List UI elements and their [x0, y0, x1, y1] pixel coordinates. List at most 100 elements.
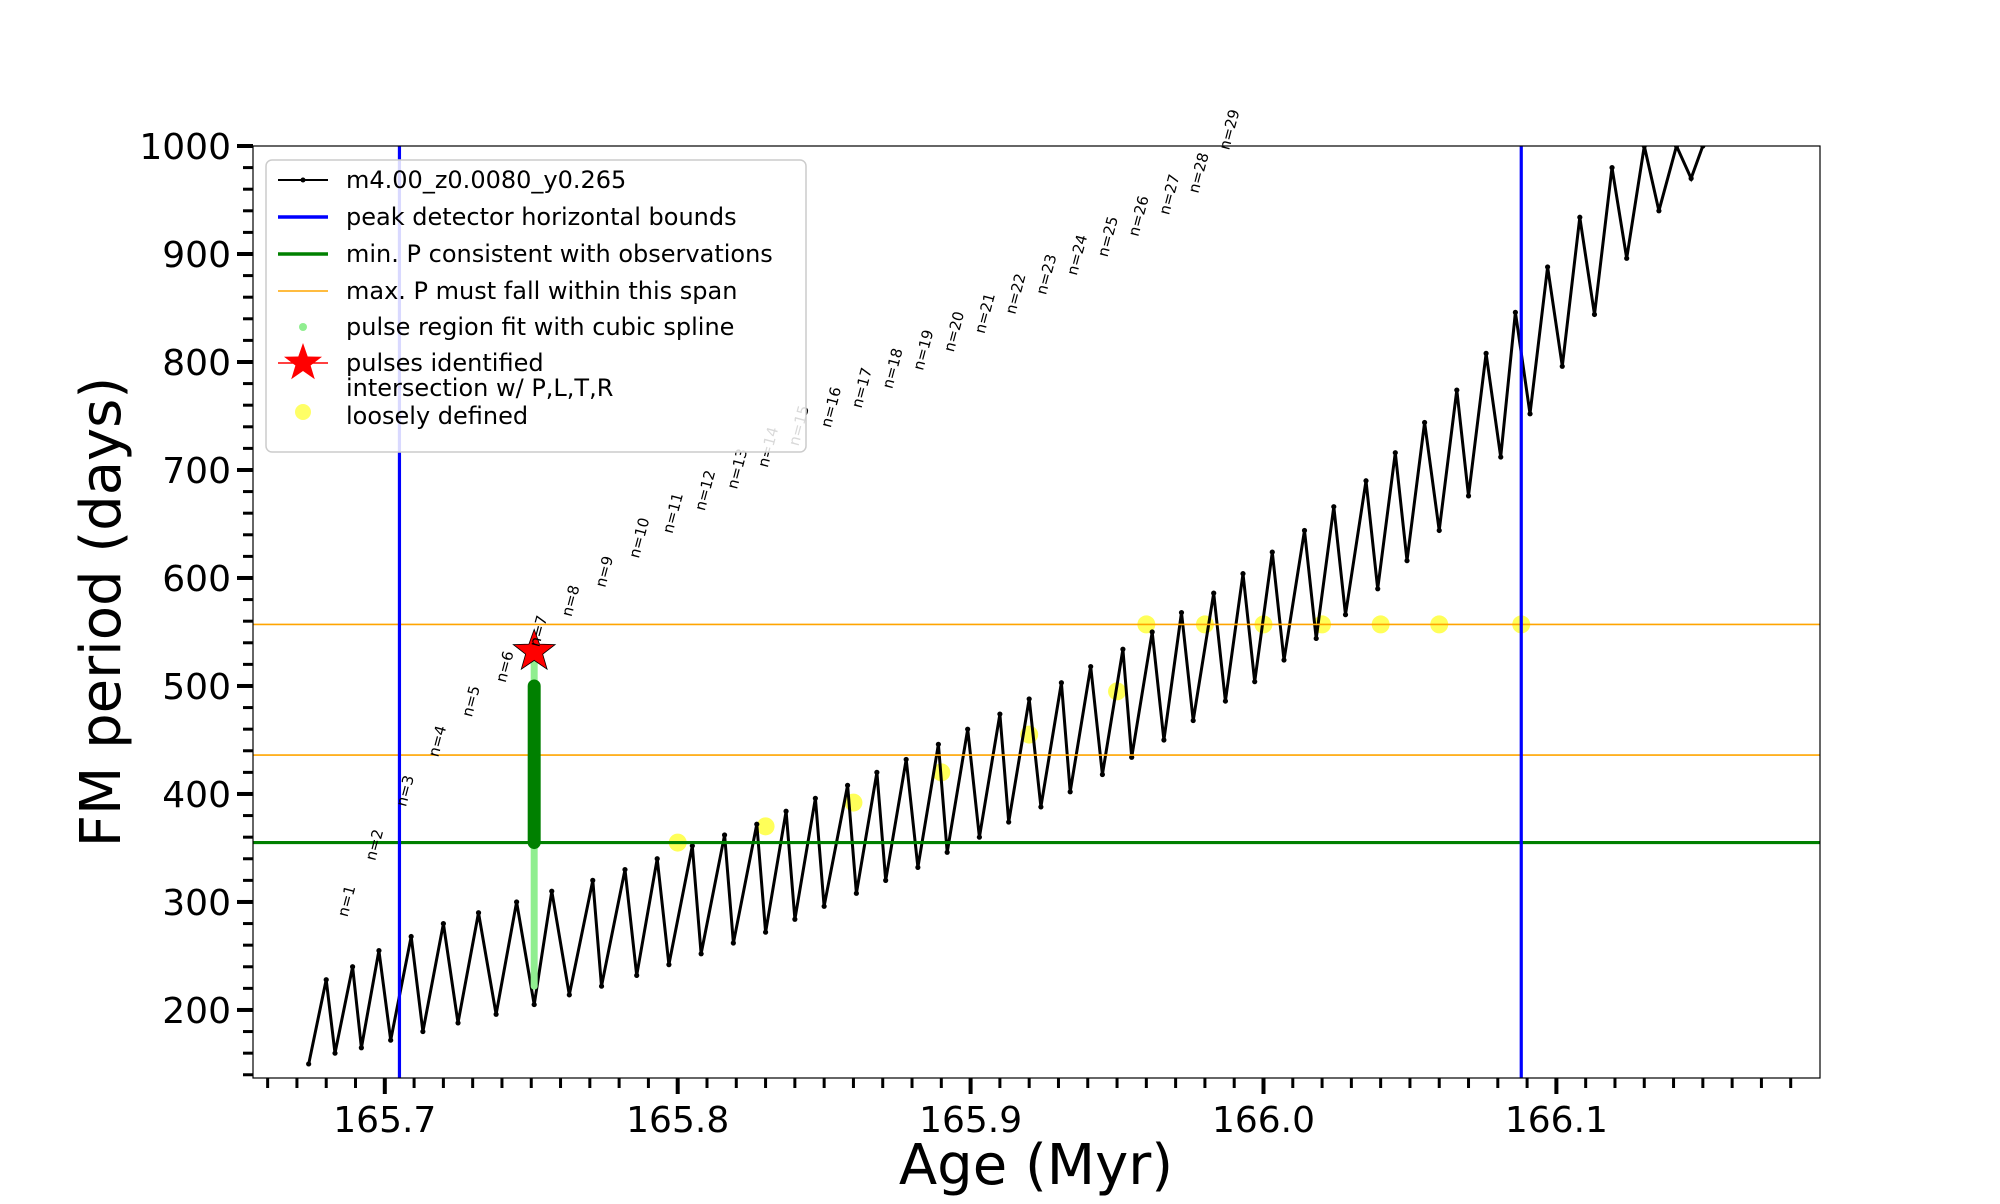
legend-handle-dot-2	[295, 404, 311, 420]
legend-handle-dot-1	[299, 323, 307, 331]
x-tick-label-1: 165.7	[333, 1100, 436, 1141]
series-point-36	[874, 769, 880, 775]
series-point-79	[1527, 411, 1533, 417]
series-point-23	[666, 962, 672, 968]
legend-handle-star	[284, 343, 322, 380]
series-point-14	[514, 899, 520, 905]
x-tick-label-2: 165.8	[626, 1100, 729, 1141]
y-tick-label-3: 400	[162, 775, 231, 816]
series-point-72	[1421, 419, 1428, 426]
legend-label-line-1: m4.00_z0.0080_y0.265	[346, 166, 626, 194]
series-line-layer	[306, 146, 1706, 1067]
legend-label-5: pulse region fit with cubic spline	[346, 313, 734, 341]
series-point-3	[332, 1050, 338, 1056]
series-point-39	[915, 864, 921, 871]
series-point-54	[1149, 629, 1155, 635]
y-axis: 200 300 400 500 600 700 800 900 1000	[139, 127, 253, 1077]
series-point-52	[1120, 646, 1126, 652]
series-point-63	[1281, 657, 1287, 663]
series-point-86	[1641, 146, 1647, 149]
series-point-82	[1577, 214, 1583, 220]
plot-frame	[252, 145, 1821, 1079]
legend-label-4: max. P must fall within this span	[346, 277, 737, 305]
series-point-45	[1006, 819, 1012, 825]
series-point-1	[306, 1061, 312, 1067]
legend-label-line-3: min. P consistent with observations	[346, 240, 773, 268]
y-tick-label-2: 300	[162, 883, 231, 924]
series-point-17	[566, 992, 572, 998]
series-point-44	[997, 711, 1003, 717]
series-point-38	[903, 756, 909, 763]
series-point-73	[1436, 527, 1442, 534]
series-point-60	[1240, 571, 1246, 577]
series-point-42	[965, 726, 971, 732]
series-point-85	[1624, 255, 1630, 261]
series-point-35	[853, 890, 859, 896]
series-line	[307, 146, 1705, 1065]
series-point-16	[549, 888, 555, 894]
legend-label-line-5: pulse region fit with cubic spline	[346, 313, 734, 341]
series-point-65	[1313, 635, 1319, 642]
series-point-84	[1609, 164, 1615, 171]
series-point-28	[754, 821, 760, 827]
series-point-87	[1656, 208, 1662, 214]
series-point-8	[408, 933, 414, 940]
x-axis-label: Age (Myr)	[899, 1133, 1173, 1198]
legend-label-line-8: loosely defined	[346, 402, 528, 430]
series-point-57	[1190, 717, 1196, 724]
legend-handle-marker	[300, 177, 306, 183]
series-point-81	[1559, 363, 1565, 369]
x-axis: 165.7 165.8 165.9 166.0 166.1	[266, 1078, 1793, 1141]
series-point-64	[1301, 527, 1308, 534]
series-point-9	[420, 1028, 426, 1035]
series-point-20	[622, 866, 628, 873]
legend-label-line-6: pulses identified	[346, 349, 544, 377]
series-point-47	[1038, 804, 1044, 810]
series-point-66	[1331, 504, 1337, 510]
series-point-30	[783, 808, 789, 814]
series-point-25	[698, 951, 704, 957]
series-point-34	[844, 782, 851, 788]
series-point-90	[1700, 146, 1706, 149]
series-point-53	[1129, 754, 1135, 760]
series-point-49	[1067, 789, 1073, 795]
x-tick-label-4: 166.0	[1212, 1100, 1315, 1141]
series-point-75	[1465, 493, 1472, 499]
series-point-7	[388, 1037, 394, 1043]
series-point-58	[1211, 590, 1217, 596]
series-point-55	[1161, 737, 1167, 743]
pulse-fit-layer	[512, 628, 557, 990]
series-point-6	[376, 947, 382, 954]
series-point-37	[883, 877, 889, 883]
series-point-10	[440, 920, 446, 927]
series-point-71	[1404, 558, 1410, 564]
series-point-27	[730, 940, 736, 946]
series-point-70	[1392, 450, 1398, 456]
series-point-19	[598, 983, 605, 989]
series-point-68	[1363, 478, 1369, 484]
series-point-76	[1483, 350, 1489, 356]
y-tick-label-7: 800	[162, 343, 231, 384]
y-tick-label-1: 200	[162, 991, 231, 1032]
y-tick-label-9: 1000	[139, 127, 231, 168]
legend-label-2: peak detector horizontal bounds	[346, 203, 737, 231]
series-point-32	[812, 795, 818, 801]
series-point-89	[1688, 175, 1694, 181]
series-point-69	[1375, 586, 1381, 592]
y-tick-label-5: 600	[162, 559, 231, 600]
y-tick-label-6: 700	[162, 451, 231, 492]
series-point-24	[689, 843, 695, 849]
intersection-point-2	[756, 817, 775, 836]
series-point-43	[976, 834, 982, 840]
series-point-33	[821, 903, 827, 909]
series-point-12	[475, 910, 482, 916]
legend-label-line-7: intersection w/ P,L,T,R	[346, 374, 613, 402]
y-tick-label-4: 500	[162, 667, 231, 708]
legend-label-line-4: max. P must fall within this span	[346, 277, 737, 305]
series-point-74	[1454, 387, 1460, 393]
series-point-88	[1673, 146, 1680, 149]
series-point-5	[358, 1045, 364, 1051]
